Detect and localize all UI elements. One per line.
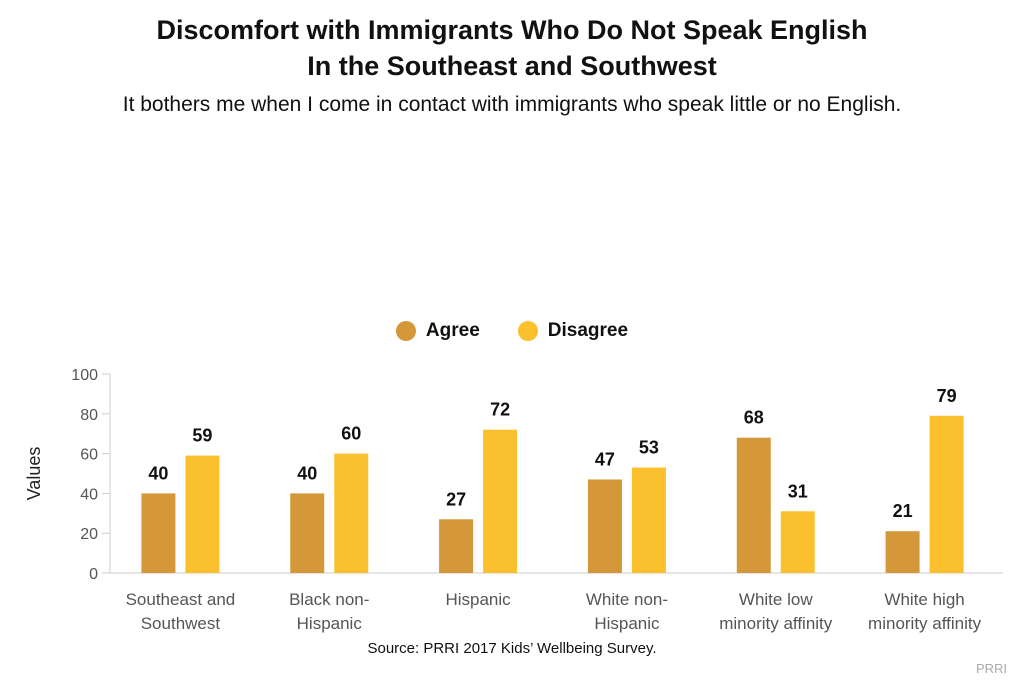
data-label: 79 bbox=[937, 386, 957, 406]
data-label: 68 bbox=[744, 408, 764, 428]
y-tick-label: 80 bbox=[80, 407, 98, 424]
x-tick-label: Hispanic bbox=[445, 590, 511, 609]
bar-disagree bbox=[334, 453, 369, 573]
x-tick-label: Hispanic bbox=[594, 614, 660, 633]
y-tick-label: 60 bbox=[80, 447, 98, 464]
legend-label-disagree: Disagree bbox=[547, 320, 629, 341]
y-tick-label: 0 bbox=[89, 566, 98, 583]
x-tick-label: Southeast and bbox=[126, 590, 236, 609]
chart-legend: Agree Disagree bbox=[0, 320, 1024, 342]
x-tick-label: White high bbox=[884, 590, 964, 609]
data-label: 47 bbox=[595, 449, 615, 469]
x-tick-label: minority affinity bbox=[719, 614, 833, 633]
bar-agree bbox=[290, 493, 325, 573]
data-label: 40 bbox=[148, 463, 168, 483]
legend-item-agree[interactable]: Agree bbox=[395, 320, 480, 342]
x-tick-label: White non- bbox=[586, 590, 668, 609]
data-label: 60 bbox=[341, 424, 361, 444]
data-label: 27 bbox=[446, 489, 466, 509]
y-axis-label: Values bbox=[24, 447, 44, 501]
y-tick-label: 40 bbox=[80, 486, 98, 503]
bar-agree bbox=[885, 531, 920, 573]
legend-label-agree: Agree bbox=[425, 320, 480, 341]
x-tick-label: minority affinity bbox=[868, 614, 982, 633]
bar-disagree bbox=[780, 511, 815, 573]
bar-disagree bbox=[185, 455, 220, 573]
data-label: 53 bbox=[639, 438, 659, 458]
data-label: 40 bbox=[297, 463, 317, 483]
data-label: 72 bbox=[490, 400, 510, 420]
bar-disagree bbox=[483, 429, 518, 573]
chart-subtitle: It bothers me when I come in contact wit… bbox=[122, 93, 902, 116]
legend-swatch-disagree bbox=[517, 321, 538, 341]
x-tick-label: Black non- bbox=[289, 590, 369, 609]
chart-title-line2: In the Southeast and Southwest bbox=[307, 51, 717, 81]
chart-title-line1: Discomfort with Immigrants Who Do Not Sp… bbox=[156, 15, 868, 45]
data-label: 21 bbox=[893, 501, 913, 521]
x-tick-label: Hispanic bbox=[297, 614, 363, 633]
legend-item-disagree[interactable]: Disagree bbox=[517, 320, 629, 342]
brand-mark: PRRI bbox=[975, 661, 1007, 676]
bar-agree bbox=[736, 437, 771, 573]
x-tick-label: White low bbox=[739, 590, 813, 609]
y-tick-label: 20 bbox=[80, 526, 98, 543]
bar-disagree bbox=[631, 467, 666, 573]
bar-disagree bbox=[929, 415, 964, 573]
data-label: 31 bbox=[788, 481, 808, 501]
source-note: Source: PRRI 2017 Kids’ Wellbeing Survey… bbox=[367, 640, 657, 657]
bar-agree bbox=[141, 493, 176, 573]
bar-agree bbox=[587, 479, 622, 573]
x-tick-label: Southwest bbox=[141, 614, 221, 633]
data-label: 59 bbox=[192, 426, 212, 446]
y-tick-label: 100 bbox=[71, 367, 98, 384]
legend-swatch-agree bbox=[395, 321, 416, 341]
bar-agree bbox=[439, 519, 474, 573]
